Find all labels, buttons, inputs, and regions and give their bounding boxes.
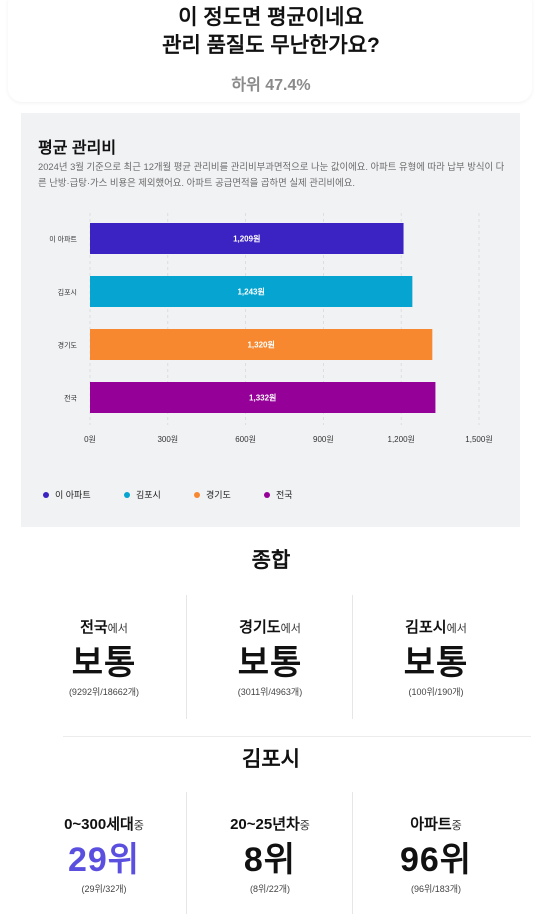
local-title: 김포시 [242,748,300,771]
stat-label: 20~25년차 [230,816,300,833]
x-tick-label: 1,200원 [388,435,415,444]
divider [186,595,187,719]
stat-detail: (3011위/4963개) [237,687,303,697]
title-line-2: 관리 품질도 무난한가요? [162,34,380,57]
summary-stats: 전국에서 보통 (9292위/18662개) 경기도에서 보통 (3011위/4… [21,595,520,719]
x-tick-label: 300원 [157,435,178,444]
header-card [8,0,532,102]
legend-label: 김포시 [136,490,161,500]
legend-item: 경기도 [194,488,231,501]
legend-dot-icon [124,491,130,498]
stat-detail: (29위/32개) [81,884,127,894]
stat-value: 96위 [399,841,473,879]
stat-suffix: 에서 [107,623,128,635]
legend-label: 경기도 [206,490,231,500]
legend-dot-icon [43,491,49,498]
stat-label: 아파트 [410,816,452,833]
page-title: 이 정도면 평균이네요 관리 품질도 무난한가요? [0,4,542,60]
x-tick-label: 1,500원 [465,435,492,444]
category-label: 김포시 [58,289,77,297]
stat-suffix: 중 [299,820,310,832]
stat-label: 경기도 [239,619,281,636]
stat-suffix: 중 [451,820,462,832]
stat-suffix: 에서 [280,623,301,635]
stat-suffix: 중 [133,820,144,832]
legend-item: 이 아파트 [43,488,91,501]
summary-stat-province: 경기도에서 보통 (3011위/4963개) [187,595,353,719]
data-label: 1,243원 [237,287,264,297]
local-stats: 0~300세대중 29위 (29위/32개) 20~25년차중 8위 (8위/2… [21,792,520,914]
divider [352,595,353,719]
chart-description: 2024년 3월 기준으로 최근 12개월 평균 관리비를 관리비부과면적으로 … [38,161,505,188]
divider [186,792,187,914]
stat-detail: (100위/190개) [408,687,464,697]
stat-value: 29위 [67,841,141,879]
stat-suffix: 에서 [446,623,467,635]
stat-detail: (9292위/18662개) [68,687,140,697]
local-stat-apartments: 아파트중 96위 (96위/183개) [353,792,519,914]
x-tick-label: 0원 [84,435,96,444]
category-label: 이 아파트 [49,235,77,244]
stat-label: 김포시 [405,619,447,636]
data-label: 1,320원 [247,340,274,350]
x-tick-label: 600원 [235,435,256,444]
local-stat-households: 0~300세대중 29위 (29위/32개) [21,792,187,914]
legend-label: 이 아파트 [55,490,91,500]
x-tick-label: 900원 [313,435,334,444]
stat-value: 보통 [237,644,303,682]
category-label: 전국 [64,394,77,403]
stat-detail: (8위/22개) [249,884,291,894]
stat-value: 보통 [71,644,137,682]
data-label: 1,332원 [249,393,276,403]
bar-chart: 0원 300원 600원 900원 1,200원 1,500원 이 아파트 1,209원김포시… [49,213,493,444]
bar [90,223,404,254]
bar [90,329,433,360]
bar [90,276,413,307]
data-label: 1,209원 [233,234,260,244]
summary-title: 종합 [251,549,291,572]
local-stat-age: 20~25년차중 8위 (8위/22개) [187,792,353,914]
stat-label: 0~300세대 [64,816,134,833]
chart-title: 평균 관리비 [38,140,117,157]
summary-stat-national: 전국에서 보통 (9292위/18662개) [21,595,187,719]
legend-item: 김포시 [124,488,161,501]
divider [352,792,353,914]
legend-dot-icon [264,491,270,498]
stat-value: 8위 [243,841,297,879]
avg-fee-chart-card: 평균 관리비 2024년 3월 기준으로 최근 12개월 평균 관리비를 관리비… [21,113,520,527]
stat-value: 보통 [403,644,469,682]
title-line-1: 이 정도면 평균이네요 [178,6,364,29]
section-divider [63,736,531,737]
category-label: 경기도 [58,341,78,350]
rank-percentile: 하위 47.4% [231,77,311,94]
legend-dot-icon [194,491,200,498]
stat-detail: (96위/183개) [410,884,462,894]
stat-label: 전국 [80,619,108,636]
summary-stat-city: 김포시에서 보통 (100위/190개) [353,595,519,719]
legend-label: 전국 [276,490,293,500]
legend-item: 전국 [264,488,293,501]
bar [90,382,436,413]
